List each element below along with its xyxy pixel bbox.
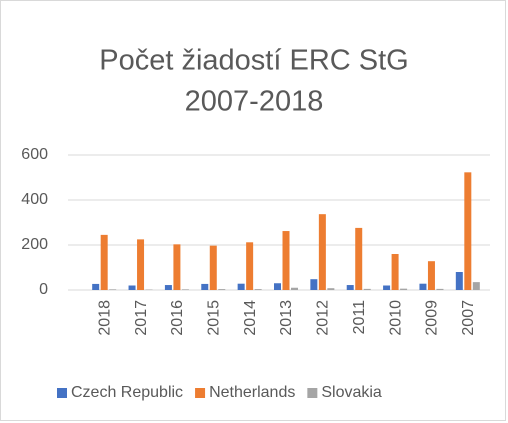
bar bbox=[181, 289, 189, 290]
x-tick-label: 2012 bbox=[315, 300, 332, 336]
legend-swatch bbox=[57, 388, 67, 398]
bar bbox=[436, 288, 444, 290]
bar bbox=[363, 288, 371, 290]
bar bbox=[383, 285, 391, 290]
x-tick-label: 2017 bbox=[133, 300, 150, 336]
x-tick-label: 2015 bbox=[205, 300, 222, 336]
bar bbox=[100, 234, 108, 290]
bar bbox=[237, 283, 245, 290]
bar bbox=[400, 288, 408, 290]
bar bbox=[355, 227, 363, 290]
bar bbox=[201, 283, 209, 290]
x-tick-label: 2013 bbox=[278, 300, 295, 336]
bar bbox=[419, 283, 427, 290]
bar bbox=[464, 172, 472, 290]
x-tick-label: 2018 bbox=[96, 300, 113, 336]
legend-label: Netherlands bbox=[209, 384, 295, 401]
bar bbox=[327, 288, 335, 290]
y-tick-label: 600 bbox=[21, 146, 48, 163]
bar bbox=[209, 245, 217, 290]
x-tick-label: 2010 bbox=[387, 300, 404, 336]
bar bbox=[310, 279, 318, 290]
bar bbox=[427, 261, 435, 290]
bar bbox=[164, 285, 172, 290]
y-tick-label: 200 bbox=[21, 236, 48, 253]
bar bbox=[291, 287, 298, 290]
chart-title: 2007-2018 bbox=[185, 86, 324, 118]
bar bbox=[173, 244, 181, 290]
x-tick-label: 2011 bbox=[351, 300, 368, 335]
bar bbox=[254, 289, 262, 290]
bar bbox=[472, 282, 480, 290]
bar bbox=[346, 285, 354, 290]
bar bbox=[455, 272, 463, 290]
bar bbox=[92, 283, 100, 290]
bar bbox=[318, 214, 326, 290]
bar bbox=[274, 283, 281, 290]
legend-swatch bbox=[195, 388, 206, 398]
bar bbox=[137, 239, 145, 290]
y-tick-label: 0 bbox=[39, 281, 48, 298]
bar bbox=[246, 242, 254, 290]
bar bbox=[128, 285, 136, 290]
bar bbox=[391, 254, 399, 290]
bar bbox=[282, 231, 290, 290]
y-tick-label: 400 bbox=[21, 191, 48, 208]
legend-swatch bbox=[307, 388, 318, 398]
legend-label: Czech Republic bbox=[71, 384, 183, 401]
bar bbox=[218, 289, 226, 290]
x-tick-label: 2009 bbox=[424, 300, 441, 336]
x-tick-label: 2014 bbox=[242, 300, 259, 336]
bar bbox=[109, 289, 117, 290]
x-tick-label: 2016 bbox=[169, 300, 186, 336]
x-tick-label: 2007 bbox=[460, 300, 477, 336]
legend-label: Slovakia bbox=[321, 384, 382, 401]
chart-title: Počet žiadostí ERC StG bbox=[99, 45, 408, 77]
